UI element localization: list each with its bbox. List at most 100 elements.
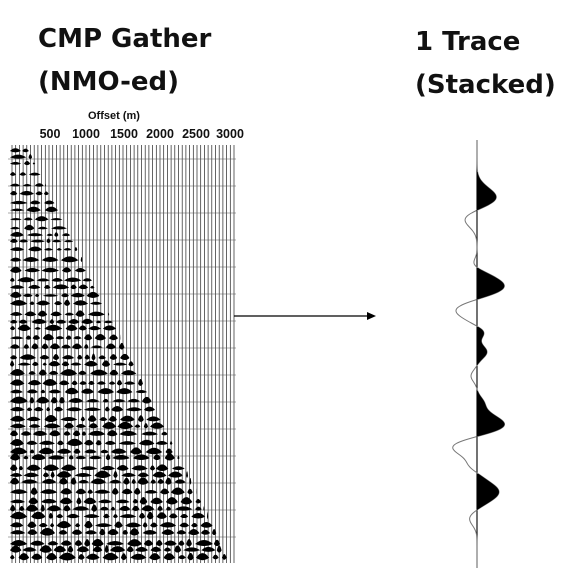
- gather-wiggle-lobe: [87, 415, 97, 422]
- gather-wiggle-lobe: [99, 528, 106, 536]
- gather-wiggle-lobe: [91, 504, 98, 512]
- gather-wiggle-lobe: [161, 529, 175, 535]
- gather-wiggle-lobe: [27, 521, 37, 528]
- gather-wiggle-lobe: [10, 360, 15, 367]
- gather-wiggle-lobe: [135, 390, 148, 394]
- gather-wiggle-lobe: [10, 505, 16, 512]
- gather-wiggle-lobe: [46, 233, 53, 236]
- gather-wiggle-lobe: [29, 397, 35, 404]
- gather-wiggle-lobe: [120, 353, 130, 361]
- gather-wiggle-lobe: [46, 505, 62, 512]
- gather-wiggle-lobe: [71, 529, 83, 535]
- gather-wiggle-lobe: [41, 343, 49, 350]
- gather-wiggle-lobe: [157, 479, 164, 484]
- gather-wiggle-lobe: [141, 505, 155, 512]
- gather-wiggle-lobe: [18, 319, 28, 324]
- gather-wiggle-lobe: [10, 231, 24, 237]
- gather-wiggle-lobe: [47, 455, 65, 460]
- gather-wiggle-lobe: [62, 267, 72, 273]
- gather-wiggle-lobe: [29, 540, 45, 546]
- stack-arrow: [234, 312, 376, 320]
- gather-wiggle-lobe: [73, 300, 89, 306]
- gather-wiggle-lobe: [207, 512, 209, 520]
- gather-wiggle-lobe: [152, 471, 167, 478]
- gather-wiggle-lobe: [28, 172, 41, 176]
- gather-wiggle-lobe: [24, 224, 35, 231]
- gather-wiggle-lobe: [72, 430, 81, 437]
- gather-wiggle-lobe: [61, 361, 70, 367]
- gather-wiggle-lobe: [88, 455, 103, 460]
- gather-wiggle-lobe: [84, 344, 89, 349]
- offset-tick-1000: 1000: [72, 127, 100, 141]
- gather-wiggle-lobe: [44, 415, 58, 423]
- gather-wiggle-lobe: [66, 513, 80, 519]
- gather-wiggle-lobe: [71, 380, 78, 386]
- gather-wiggle-lobe: [52, 284, 70, 290]
- gather-wiggle-lobe: [74, 247, 78, 251]
- trace-title-line-1: 1 Trace: [415, 27, 521, 57]
- gather-wiggle-lobe: [54, 406, 64, 412]
- gather-wiggle-lobe: [23, 455, 29, 460]
- gather-wiggle-lobe: [174, 506, 193, 511]
- gather-wiggle-lobe: [55, 319, 67, 324]
- gather-wiggle-lobe: [132, 498, 139, 504]
- gather-wiggle-lobe: [79, 381, 87, 385]
- gather-wiggle-lobe: [76, 546, 90, 553]
- stacked-trace-positive-lobe: [475, 391, 505, 437]
- gather-wiggle-lobe: [21, 479, 38, 484]
- gather-wiggle-lobe: [110, 448, 127, 454]
- stacked-trace-positive-lobe: [477, 327, 488, 365]
- gather-wiggle-lobe: [64, 422, 74, 429]
- gather-wiggle-lobe: [146, 416, 161, 422]
- gather-wiggle-lobe: [22, 547, 37, 552]
- gather-wiggle-lobe: [19, 190, 35, 196]
- gather-wiggle-lobe: [56, 513, 64, 519]
- gather-wiggle-lobe: [95, 320, 102, 324]
- gather-wiggle-lobe: [88, 311, 105, 317]
- gather-wiggle-lobe: [80, 466, 98, 471]
- gather-wiggle-lobe: [46, 238, 51, 244]
- gather-wiggle-lobe: [17, 324, 31, 331]
- gather-wiggle-lobe: [10, 208, 25, 212]
- gather-wiggle-lobe: [70, 477, 77, 485]
- gather-wiggle-lobe: [28, 497, 39, 505]
- gather-wiggle-lobe: [137, 477, 149, 485]
- gather-wiggle-lobe: [10, 319, 18, 324]
- gather-wiggle-lobe: [10, 447, 28, 455]
- gather-wiggle-lobe: [103, 513, 110, 519]
- gather-wiggle-lobe: [99, 417, 108, 421]
- gather-wiggle-lobe: [38, 522, 48, 528]
- gather-wiggle-lobe: [67, 545, 74, 553]
- gather-wiggle-lobe: [105, 454, 111, 461]
- gather-wiggle-lobe: [75, 310, 85, 317]
- gather-wiggle-lobe: [99, 506, 110, 511]
- gather-wiggle-lobe: [161, 431, 168, 436]
- gather-wiggle-lobe: [50, 218, 63, 221]
- gather-wiggle-lobe: [40, 504, 45, 512]
- stacked-trace-positive-lobe: [475, 172, 497, 211]
- gather-wiggle-lobe: [17, 277, 35, 283]
- gather-wiggle-lobe: [10, 326, 16, 331]
- gather-wiggle-lobe: [33, 407, 44, 412]
- gather-wiggle-lobe: [130, 447, 143, 455]
- gather-wiggle-lobe: [70, 292, 85, 298]
- gather-wiggle-lobe: [109, 369, 119, 376]
- gather-wiggle-lobe: [19, 239, 29, 243]
- gather-wiggle-lobe: [22, 148, 29, 153]
- gather-wiggle-lobe: [28, 246, 43, 252]
- gather-wiggle-lobe: [42, 333, 55, 341]
- gather-wiggle-lobe: [60, 256, 79, 263]
- gather-wiggle-lobe: [179, 522, 190, 528]
- gather-wiggle-lobe: [200, 521, 213, 528]
- gather-wiggle-lobe: [163, 553, 175, 561]
- gather-wiggle-lobe: [27, 380, 42, 386]
- gather-wiggle-lobe: [53, 545, 67, 553]
- gather-wiggle-lobe: [82, 278, 92, 282]
- gather-wiggle-lobe: [127, 539, 142, 547]
- gather-wiggle-lobe: [31, 318, 47, 325]
- gather-wiggle-lobe: [115, 499, 130, 504]
- gather-wiggle-lobe: [34, 216, 49, 222]
- gather-wiggle-lobe: [113, 471, 118, 478]
- gather-wiggle-lobe: [28, 154, 33, 160]
- gather-wiggle-lobe: [39, 355, 50, 360]
